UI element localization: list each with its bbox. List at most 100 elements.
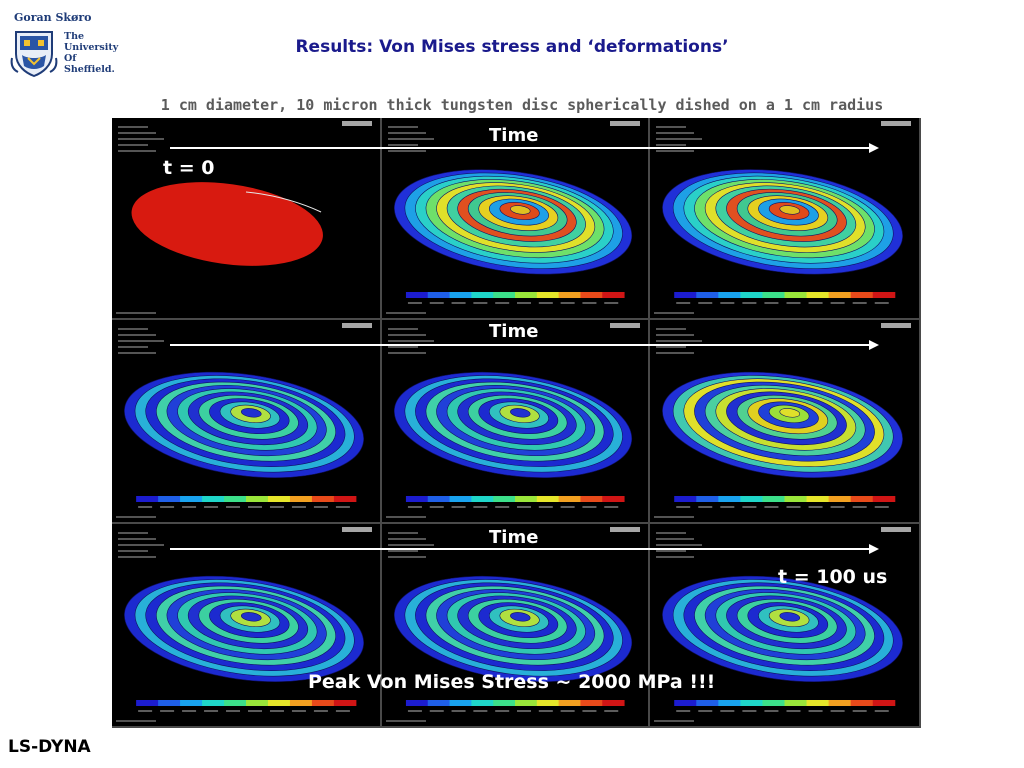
colorbar-tick-label <box>764 710 779 712</box>
colorbar-tick-label <box>473 710 488 712</box>
solver-info-line <box>388 544 434 546</box>
university-name-line: Sheffield. <box>64 64 115 75</box>
colorbar-segment <box>405 700 429 706</box>
university-name-line: University <box>64 42 119 53</box>
colorbar-segment <box>784 496 808 502</box>
colorbar-tick-label <box>182 710 197 712</box>
stress-ring <box>510 612 531 622</box>
colorbar-segment <box>602 700 625 706</box>
colorbar-tick-label <box>138 506 153 508</box>
solver-info-line <box>388 340 434 342</box>
colorbar-tick-label <box>429 710 444 712</box>
solver-info-line <box>656 550 686 552</box>
colorbar-segment <box>427 496 451 502</box>
colorbar-segment <box>136 700 159 706</box>
colorbar-segment <box>674 292 697 298</box>
colorbar-tick-label <box>764 506 779 508</box>
solver-info-line <box>118 132 156 134</box>
panel-footer-text <box>386 720 426 722</box>
colorbar-segment <box>333 700 357 706</box>
solver-info-line <box>388 532 418 534</box>
colorbar-segment <box>493 292 516 298</box>
colorbar-tick-label <box>676 710 691 712</box>
colorbar-segment <box>740 292 763 298</box>
solver-info-line <box>118 138 164 140</box>
colorbar-tick-label <box>160 506 175 508</box>
colorbar-segment <box>289 700 313 706</box>
solver-info-line <box>388 144 418 146</box>
colorbar-segment <box>493 496 516 502</box>
university-name-line: The <box>64 31 85 42</box>
colorbar-tick-label <box>313 710 328 712</box>
colorbar-segment <box>558 700 581 706</box>
colorbar-segment <box>515 496 538 502</box>
colorbar-segment <box>580 292 603 298</box>
colorbar-segment <box>493 700 516 706</box>
colorbar-segment <box>784 292 808 298</box>
university-logo: The University Of Sheffield. <box>10 28 120 80</box>
colorbar-segment <box>718 700 741 706</box>
colorbar-tick-label <box>852 302 867 304</box>
colorbar-tick-label <box>248 506 262 508</box>
solver-info-line <box>656 538 694 540</box>
colorbar-tick-label <box>808 302 823 304</box>
colorbar-tick-label <box>407 506 422 508</box>
colorbar-segment <box>850 700 874 706</box>
colorbar-tick-label <box>720 710 735 712</box>
colorbar-segment <box>449 700 472 706</box>
colorbar-segment <box>449 292 472 298</box>
solver-info-line <box>656 346 686 348</box>
colorbar-segment <box>333 496 357 502</box>
colorbar-tick-label <box>808 710 823 712</box>
colorbar-segment <box>740 700 763 706</box>
colorbar-tick-label <box>160 710 175 712</box>
solver-info-line <box>388 138 434 140</box>
simulation-panel <box>112 320 380 522</box>
colorbar-tick-label <box>248 710 262 712</box>
stress-ring <box>241 612 262 622</box>
panel-footer-text <box>386 312 426 314</box>
colorbar-segment <box>558 496 581 502</box>
colorbar-segment <box>536 292 560 298</box>
colorbar-tick-label <box>495 302 510 304</box>
start-time-label: t = 0 <box>163 157 215 179</box>
colorbar-tick-label <box>182 506 197 508</box>
colorbar-segment <box>762 700 785 706</box>
colorbar-segment <box>449 496 472 502</box>
time-label: Time <box>489 527 539 548</box>
time-arrow-head-icon <box>869 340 879 350</box>
colorbar-segment <box>602 292 625 298</box>
university-name: The University Of Sheffield. <box>64 31 118 75</box>
colorbar-segment <box>224 496 247 502</box>
colorbar-segment <box>427 700 451 706</box>
solver-info-line <box>118 556 156 558</box>
colorbar-tick-label <box>582 506 597 508</box>
colorbar-segment <box>740 496 763 502</box>
panel-footer-text <box>654 720 694 722</box>
colorbar-segment <box>696 292 719 298</box>
stress-ring <box>510 408 531 418</box>
solver-info-line <box>656 340 702 342</box>
colorbar-segment <box>872 496 896 502</box>
solver-info-line <box>118 550 148 552</box>
colorbar-tick-label <box>560 710 575 712</box>
solver-logo-mark <box>881 323 911 328</box>
colorbar-segment <box>806 496 830 502</box>
colorbar-tick-label <box>269 710 284 712</box>
colorbar-tick-label <box>742 302 757 304</box>
colorbar-segment <box>762 496 785 502</box>
colorbar-segment <box>246 496 269 502</box>
colorbar-tick-label <box>560 302 575 304</box>
stress-ring <box>779 408 801 418</box>
colorbar-tick-label <box>786 302 801 304</box>
colorbar-tick-label <box>852 710 867 712</box>
solver-info-line <box>118 144 148 146</box>
solver-info-line <box>656 328 686 330</box>
colorbar-tick-label <box>313 506 328 508</box>
colorbar-segment <box>202 700 225 706</box>
colorbar-tick-label <box>786 710 801 712</box>
colorbar-segment <box>267 700 291 706</box>
colorbar-tick-label <box>720 302 735 304</box>
colorbar-tick-label <box>830 710 845 712</box>
simulation-render <box>116 527 372 722</box>
